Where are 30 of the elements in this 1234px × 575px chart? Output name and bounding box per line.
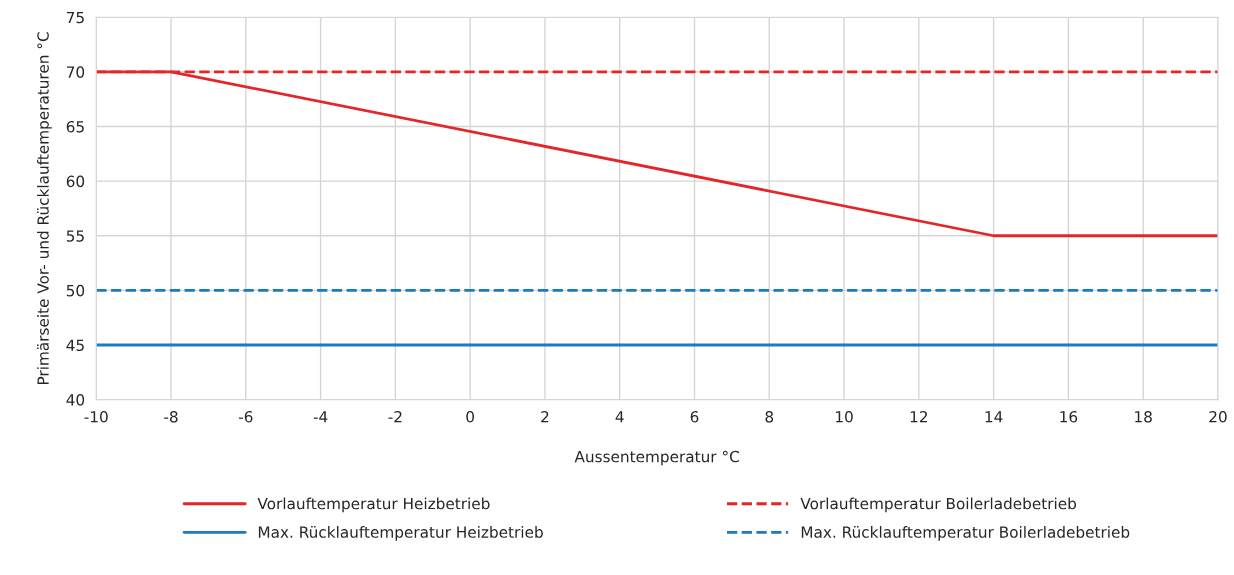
x-tick-label: -4	[313, 411, 328, 423]
x-tick-label: 18	[1135, 411, 1152, 423]
y-tick-label: 50	[66, 284, 85, 297]
x-tick-label: 0	[466, 411, 474, 423]
legend-label: Max. Rücklauftemperatur Boilerladebetrieb	[801, 526, 1130, 541]
y-tick-label: 60	[66, 175, 85, 188]
legend-label: Max. Rücklauftemperatur Heizbetrieb	[258, 526, 543, 541]
y-tick-label: 40	[66, 394, 85, 406]
x-tick-label: 12	[910, 411, 928, 423]
x-tick-label: 4	[615, 411, 624, 423]
x-tick-label: 10	[836, 411, 853, 423]
y-tick-label: 45	[66, 339, 84, 352]
y-tick-label: 55	[66, 230, 84, 242]
x-tick-label: -6	[238, 411, 253, 423]
legend-label: Vorlauftemperatur Boilerladebetrieb	[800, 497, 1077, 513]
y-tick-label: 70	[66, 66, 85, 78]
y-tick-label: 75	[66, 11, 84, 24]
x-tick-label: 6	[690, 411, 699, 423]
x-tick-label: 2	[541, 411, 549, 423]
x-axis-title: Aussentemperatur °C	[574, 450, 739, 466]
legend-label: Vorlauftemperatur Heizbetrieb	[257, 497, 490, 513]
y-axis-title: Primärseite Vor- und Rücklauftemperaturen °C	[37, 32, 52, 385]
x-tick-label: -10	[84, 411, 108, 423]
x-tick-label: 8	[765, 411, 774, 423]
x-tick-label: 16	[1060, 411, 1078, 423]
x-tick-label: 20	[1209, 411, 1227, 423]
x-tick-label: -8	[164, 411, 178, 423]
y-tick-label: 65	[66, 120, 84, 133]
x-tick-label: 14	[985, 411, 1003, 423]
x-tick-label: -2	[388, 411, 402, 423]
